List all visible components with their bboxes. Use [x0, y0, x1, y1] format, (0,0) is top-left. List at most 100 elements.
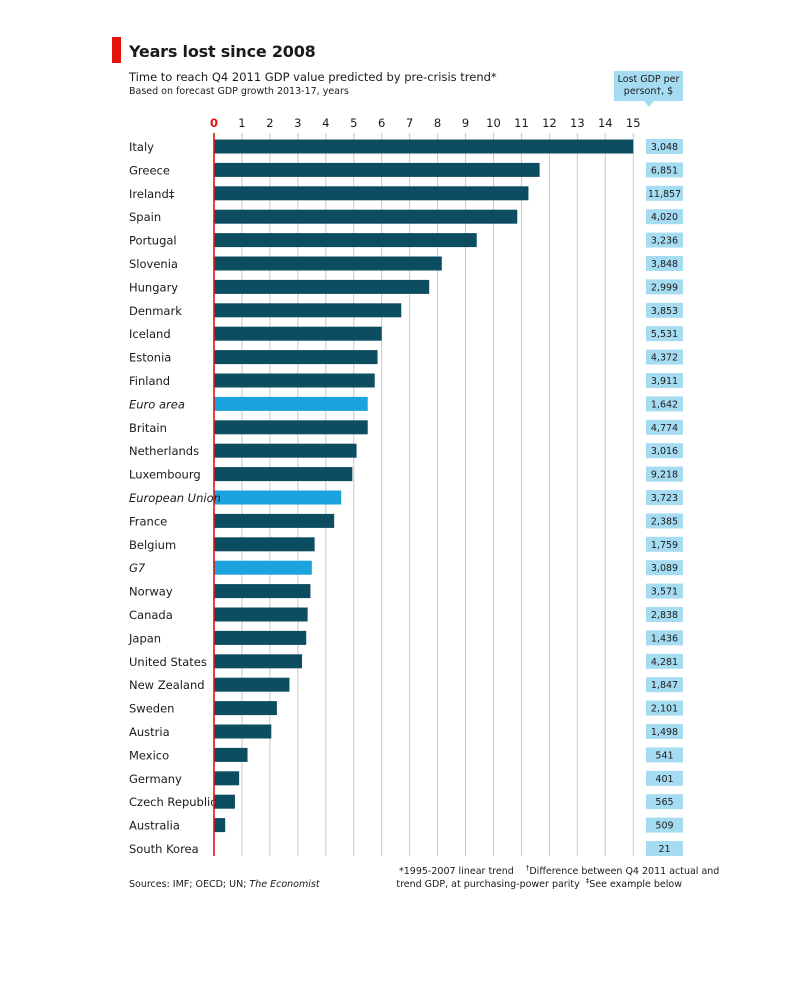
value-box-28 [646, 794, 683, 810]
footnote-dagger-2: trend GDP, at purchasing-power parity [396, 879, 580, 890]
value-label-30: 21 [658, 844, 670, 855]
value-box-7 [646, 302, 683, 318]
value-box-13 [646, 443, 683, 459]
category-label-30: South Korea [129, 842, 199, 856]
bar-28 [214, 794, 235, 809]
value-box-26 [646, 747, 683, 763]
value-label-15: 3,723 [651, 493, 678, 504]
bar-21 [214, 630, 307, 645]
bar-14 [214, 467, 353, 482]
value-box-21 [646, 630, 683, 646]
value-box-30 [646, 841, 683, 856]
footnote-line2: trend GDP, at purchasing-power parity ‡S… [396, 877, 682, 890]
category-label-1: Greece [129, 163, 170, 177]
value-box-12 [646, 419, 683, 435]
category-label-22: United States [129, 655, 207, 669]
category-label-4: Portugal [129, 234, 177, 248]
sources-note: Sources: IMF; OECD; UN; The Economist [129, 879, 320, 890]
category-label-26: Mexico [129, 748, 169, 762]
value-label-19: 3,571 [651, 587, 678, 598]
category-label-8: Iceland [129, 327, 171, 341]
category-label-29: Australia [129, 819, 180, 833]
chart-subtitle-secondary: Based on forecast GDP growth 2013-17, ye… [129, 86, 349, 97]
bar-25 [214, 724, 272, 739]
category-label-19: Norway [129, 585, 173, 599]
value-label-7: 3,853 [651, 306, 678, 317]
value-label-4: 3,236 [651, 236, 678, 247]
category-label-18: G7 [129, 561, 146, 575]
value-box-10 [646, 373, 683, 388]
value-label-23: 1,847 [651, 680, 678, 691]
category-label-14: Luxembourg [129, 468, 201, 482]
bar-24 [214, 701, 277, 716]
value-label-3: 4,020 [651, 212, 678, 223]
value-box-14 [646, 466, 683, 482]
bar-22 [214, 654, 303, 669]
category-label-11: Euro area [129, 397, 185, 411]
red-tag-marker [112, 37, 121, 63]
value-label-1: 6,851 [651, 165, 678, 176]
value-box-0 [646, 139, 683, 154]
value-box-1 [646, 162, 683, 178]
value-label-21: 1,436 [651, 633, 678, 644]
bar-11 [214, 396, 368, 411]
value-box-15 [646, 490, 683, 505]
value-label-22: 4,281 [651, 657, 678, 668]
category-label-6: Hungary [129, 280, 178, 294]
value-label-26: 541 [655, 750, 673, 761]
value-box-3 [646, 209, 683, 225]
value-box-20 [646, 607, 683, 622]
bar-26 [214, 747, 248, 762]
value-box-19 [646, 583, 683, 599]
bar-9 [214, 350, 378, 365]
bar-20 [214, 607, 308, 622]
value-box-18 [646, 560, 683, 576]
value-label-11: 1,642 [651, 399, 678, 410]
value-label-8: 5,531 [651, 329, 678, 340]
value-box-6 [646, 279, 683, 295]
lost-gdp-header-pointer [643, 100, 655, 107]
x-tick-label-7: 7 [406, 116, 413, 130]
bar-8 [214, 326, 382, 341]
category-label-25: Austria [129, 725, 170, 739]
x-tick-label-2: 2 [266, 116, 273, 130]
category-label-3: Spain [129, 210, 161, 224]
category-label-2: Ireland‡ [129, 187, 175, 201]
category-label-12: Britain [129, 421, 167, 435]
value-box-22 [646, 653, 683, 669]
value-box-8 [646, 326, 683, 342]
value-label-6: 2,999 [651, 282, 678, 293]
value-box-9 [646, 349, 683, 365]
category-label-0: Italy [129, 140, 154, 154]
value-box-4 [646, 232, 683, 248]
bar-23 [214, 677, 290, 692]
footnote-ddagger-mark: ‡ [585, 877, 590, 885]
chart-subtitle: Time to reach Q4 2011 GDP value predicte… [129, 70, 497, 84]
value-box-16 [646, 513, 683, 529]
chart-title: Years lost since 2008 [129, 42, 316, 61]
x-tick-label-15: 15 [626, 116, 641, 130]
bar-1 [214, 162, 540, 177]
category-label-23: New Zealand [129, 678, 205, 692]
category-label-17: Belgium [129, 538, 176, 552]
category-label-9: Estonia [129, 351, 171, 365]
x-tick-label-10: 10 [486, 116, 501, 130]
value-box-5 [646, 256, 683, 271]
value-label-0: 3,048 [651, 142, 678, 153]
value-label-16: 2,385 [651, 516, 678, 527]
value-label-2: 11,857 [648, 189, 681, 200]
bar-15 [214, 490, 342, 505]
value-label-25: 1,498 [651, 727, 678, 738]
x-tick-label-1: 1 [238, 116, 245, 130]
value-box-25 [646, 724, 683, 739]
value-box-23 [646, 677, 683, 693]
value-label-14: 9,218 [651, 470, 678, 481]
bar-3 [214, 209, 518, 224]
value-box-24 [646, 700, 683, 716]
x-tick-label-12: 12 [542, 116, 557, 130]
value-label-20: 2,838 [651, 610, 678, 621]
bar-29 [214, 818, 226, 833]
bar-10 [214, 373, 375, 388]
sources-prefix: Sources: IMF; OECD; UN; [129, 879, 250, 890]
sources-italic: The Economist [249, 879, 320, 890]
